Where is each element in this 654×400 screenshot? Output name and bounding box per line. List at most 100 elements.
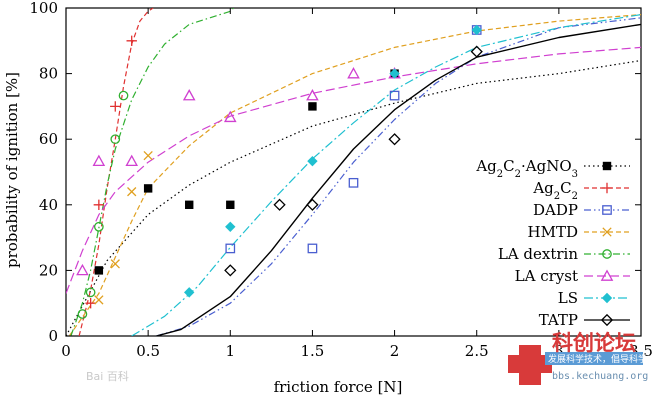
legend-subscript: 2: [572, 191, 578, 202]
data-point-series-1: [93, 199, 105, 210]
legend-label-series-1: Ag2C2: [532, 179, 578, 202]
data-point-series-3: [110, 259, 120, 269]
data-point-series-3: [127, 187, 137, 197]
legend-marker-series-0: [602, 161, 612, 171]
legend-label-series-0: Ag2C2·AgNO3: [475, 157, 578, 180]
legend-subscript: 3: [572, 169, 578, 180]
data-point-series-7: [306, 198, 319, 211]
data-point-series-2: [307, 243, 318, 254]
legend-marker-series-4: [602, 249, 612, 259]
fit-curve-series-6: [131, 14, 641, 336]
legend-text: C: [503, 157, 514, 175]
watermark-brand: 科创论坛: [552, 331, 636, 355]
x-tick-label: 0.5: [136, 342, 160, 360]
fit-curve-series-4: [70, 8, 235, 336]
data-point-series-6: [471, 24, 482, 36]
data-point-series-4: [110, 134, 121, 145]
data-point-series-4: [85, 287, 96, 298]
legend-marker-series-1: [601, 182, 613, 194]
fit-curve-series-0: [66, 59, 641, 336]
legend-label-series-2: DADP: [533, 201, 578, 219]
legend-text: C: [560, 179, 571, 197]
data-point-series-7: [388, 133, 401, 146]
legend-text: LA cryst: [515, 267, 578, 285]
data-point-series-4: [94, 221, 104, 232]
data-point-series-5: [125, 154, 139, 167]
legend-text: Ag: [475, 157, 497, 175]
data-point-series-4: [77, 309, 88, 319]
data-point-series-5: [76, 263, 89, 276]
data-point-series-2: [348, 177, 359, 188]
data-markers: [76, 24, 483, 319]
data-point-series-0: [94, 266, 104, 275]
data-point-series-6: [307, 155, 318, 167]
legend-subscript: 2: [554, 191, 560, 202]
legend-text: DADP: [533, 201, 578, 219]
legend-marker-series-7: [600, 313, 614, 327]
fit-curve-series-3: [68, 14, 641, 336]
watermark-kechuang: 科创论坛 发展科学技术，倡导科学方法 bbs.kechuang.org: [508, 331, 654, 385]
data-point-series-1: [110, 101, 121, 112]
legend-text: LA dextrin: [498, 245, 578, 263]
legend-marker-series-2: [602, 205, 612, 215]
data-point-series-4: [118, 90, 129, 101]
x-tick-label: 2.5: [465, 342, 489, 360]
fit-curve-series-5: [66, 46, 641, 294]
data-point-series-6: [184, 287, 195, 298]
watermark-logo-icon: [508, 345, 552, 385]
y-tick-label: 80: [39, 65, 58, 83]
data-point-series-0: [226, 200, 235, 209]
x-axis-label: friction force [N]: [274, 378, 403, 396]
legend-marker-series-3: [602, 227, 612, 237]
legend-subscript: 2: [515, 169, 521, 180]
legend-text: ·AgNO: [521, 157, 572, 175]
data-point-series-0: [143, 184, 153, 193]
y-tick-label: 0: [48, 327, 58, 345]
data-point-series-6: [389, 68, 400, 79]
data-point-series-5: [223, 110, 237, 123]
data-point-series-0: [185, 200, 194, 209]
data-point-series-2: [389, 90, 400, 101]
data-point-series-7: [470, 45, 483, 58]
watermark-slogan-bar: [545, 352, 643, 365]
chart-frame: [65, 7, 642, 337]
y-tick-label: 20: [39, 261, 58, 279]
data-point-series-7: [273, 198, 286, 211]
y-tick-label: 60: [39, 130, 58, 148]
data-point-series-5: [92, 154, 106, 167]
legend-label-series-6: LS: [558, 289, 578, 307]
y-tick-label: 100: [29, 0, 58, 17]
legend-text: Ag: [532, 179, 554, 197]
data-point-series-1: [126, 35, 137, 46]
legend-label-series-5: LA cryst: [515, 267, 578, 285]
y-axis-label: probability of ignition [%]: [3, 72, 21, 268]
data-point-series-3: [94, 295, 104, 305]
data-point-series-5: [306, 89, 319, 101]
fit-curve-series-2: [156, 17, 641, 336]
legend-text: TATP: [539, 311, 578, 329]
data-point-series-5: [347, 67, 360, 79]
legend-subscript: 2: [497, 169, 503, 180]
plot-area-border: [65, 7, 642, 337]
data-point-series-0: [308, 102, 317, 111]
legend-label-series-3: HMTD: [528, 223, 578, 241]
x-tick-label: 1: [226, 342, 236, 360]
x-tick-label: 3: [554, 342, 564, 360]
legend-text: HMTD: [528, 223, 578, 241]
watermark-url: bbs.kechuang.org: [552, 371, 648, 382]
legend-label-series-4: LA dextrin: [498, 245, 578, 263]
legend-text: LS: [558, 289, 578, 307]
data-point-series-2: [225, 243, 236, 254]
legend-label-series-7: TATP: [539, 311, 578, 329]
x-tick-label: 1.5: [300, 342, 324, 360]
data-point-series-1: [85, 298, 96, 309]
x-tick-label: 2: [390, 342, 400, 360]
y-tick-label: 40: [39, 196, 58, 214]
fit-curve-series-1: [78, 8, 154, 336]
data-point-series-5: [182, 89, 196, 101]
fit-curve-series-7: [156, 23, 641, 336]
watermark-baidu: Bai 百科: [86, 369, 129, 383]
watermark-slogan: 发展科学技术，倡导科学方法: [548, 353, 654, 365]
